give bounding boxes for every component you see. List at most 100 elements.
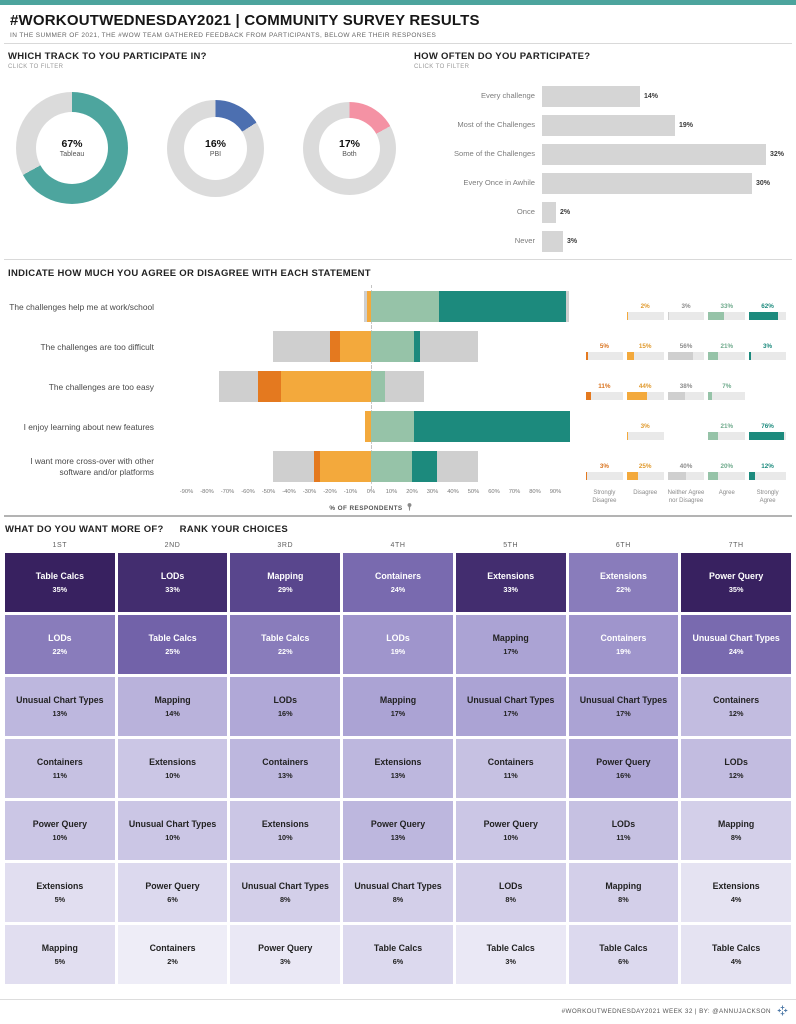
rank-item-value: 6% xyxy=(167,894,178,904)
likert-segment-neither-agree-nor-disagree[interactable] xyxy=(272,331,330,362)
rank-cell-6th-containers[interactable]: Containers 19% xyxy=(568,615,679,674)
rank-cell-7th-power-query[interactable]: Power Query 35% xyxy=(681,553,791,612)
rank-cell-3rd-mapping[interactable]: Mapping 29% xyxy=(230,553,341,612)
rank-cell-5th-extensions[interactable]: Extensions 33% xyxy=(455,553,566,612)
likert-segment-disagree[interactable] xyxy=(366,291,371,322)
likert-segment-disagree[interactable] xyxy=(340,331,371,362)
likert-segment-neither-agree-nor-disagree[interactable] xyxy=(363,291,367,322)
rank-cell-4th-lods[interactable]: LODs 19% xyxy=(343,615,453,674)
rank-cell-6th-extensions[interactable]: Extensions 22% xyxy=(568,553,679,612)
likert-segment-neither-agree-nor-disagree[interactable] xyxy=(219,371,259,402)
frequency-bar-once[interactable] xyxy=(542,202,556,223)
rank-cell-7th-lods[interactable]: LODs 12% xyxy=(681,739,791,798)
likert-segment-agree[interactable] xyxy=(371,451,412,482)
frequency-category-label: Once xyxy=(516,207,535,217)
rank-cell-1st-containers[interactable]: Containers 11% xyxy=(5,739,115,798)
rank-cell-5th-unusual-chart-types[interactable]: Unusual Chart Types 17% xyxy=(455,677,566,736)
rank-cell-3rd-unusual-chart-types[interactable]: Unusual Chart Types 8% xyxy=(230,863,341,922)
mini-bar xyxy=(749,312,778,320)
rank-cell-2nd-extensions[interactable]: Extensions 10% xyxy=(117,739,228,798)
rank-cell-3rd-containers[interactable]: Containers 13% xyxy=(230,739,341,798)
rank-cell-3rd-table-calcs[interactable]: Table Calcs 22% xyxy=(230,615,341,674)
rank-cell-1st-extensions[interactable]: Extensions 5% xyxy=(5,863,115,922)
rank-item-label: Containers xyxy=(600,633,647,644)
donut-tableau[interactable]: 67% Tableau xyxy=(16,92,128,204)
mini-cell-neither-agree-nor-disagree xyxy=(666,407,707,447)
likert-segment-agree[interactable] xyxy=(371,291,439,322)
likert-segment-strongly-agree[interactable] xyxy=(414,331,421,362)
rank-cell-3rd-power-query[interactable]: Power Query 3% xyxy=(230,925,341,984)
rank-cell-6th-table-calcs[interactable]: Table Calcs 6% xyxy=(568,925,679,984)
rank-cell-7th-table-calcs[interactable]: Table Calcs 4% xyxy=(681,925,791,984)
rank-item-value: 8% xyxy=(280,894,291,904)
likert-segment-neither-agree-nor-disagree[interactable] xyxy=(272,451,314,482)
rank-cell-5th-table-calcs[interactable]: Table Calcs 3% xyxy=(455,925,566,984)
rank-cell-3rd-lods[interactable]: LODs 16% xyxy=(230,677,341,736)
mini-value-label xyxy=(668,423,705,430)
frequency-bar-every-challenge[interactable] xyxy=(542,86,640,107)
rank-cell-7th-extensions[interactable]: Extensions 4% xyxy=(681,863,791,922)
mini-bar xyxy=(586,352,589,360)
rank-cell-3rd-extensions[interactable]: Extensions 10% xyxy=(230,801,341,860)
likert-segment-neither-agree-nor-disagree[interactable] xyxy=(436,451,478,482)
rank-item-label: Table Calcs xyxy=(712,943,761,954)
rank-cell-1st-unusual-chart-types[interactable]: Unusual Chart Types 13% xyxy=(5,677,115,736)
likert-segment-disagree[interactable] xyxy=(280,371,371,402)
rank-cell-2nd-unusual-chart-types[interactable]: Unusual Chart Types 10% xyxy=(117,801,228,860)
frequency-bar-every-once-in-awhile[interactable] xyxy=(542,173,752,194)
donut-pbi[interactable]: 16% PBI xyxy=(167,99,264,197)
frequency-bar-never[interactable] xyxy=(542,231,563,252)
likert-segment-neither-agree-nor-disagree[interactable] xyxy=(565,291,569,322)
frequency-value-label: 14% xyxy=(644,93,659,100)
rank-cell-5th-lods[interactable]: LODs 8% xyxy=(455,863,566,922)
rank-cell-4th-table-calcs[interactable]: Table Calcs 6% xyxy=(343,925,453,984)
rank-cell-6th-mapping[interactable]: Mapping 8% xyxy=(568,863,679,922)
frequency-bar-some-of-the-challenges[interactable] xyxy=(542,144,766,165)
rank-cell-4th-containers[interactable]: Containers 24% xyxy=(343,553,453,612)
rank-cell-1st-mapping[interactable]: Mapping 5% xyxy=(5,925,115,984)
rank-cell-4th-mapping[interactable]: Mapping 17% xyxy=(343,677,453,736)
donut-both[interactable]: 17% Both xyxy=(303,101,396,195)
likert-segment-agree[interactable] xyxy=(371,371,386,402)
rank-cell-6th-unusual-chart-types[interactable]: Unusual Chart Types 17% xyxy=(568,677,679,736)
likert-segment-agree[interactable] xyxy=(371,411,415,442)
likert-segment-strongly-disagree[interactable] xyxy=(313,451,320,482)
rank-cell-7th-unusual-chart-types[interactable]: Unusual Chart Types 24% xyxy=(681,615,791,674)
rank-cell-4th-unusual-chart-types[interactable]: Unusual Chart Types 8% xyxy=(343,863,453,922)
rank-item-label: Mapping xyxy=(267,571,304,582)
likert-segment-strongly-disagree[interactable] xyxy=(330,331,341,362)
pin-icon xyxy=(406,503,413,513)
rank-cell-2nd-table-calcs[interactable]: Table Calcs 25% xyxy=(117,615,228,674)
rank-cell-4th-power-query[interactable]: Power Query 13% xyxy=(343,801,453,860)
likert-segment-strongly-disagree[interactable] xyxy=(258,371,281,402)
rank-cell-4th-extensions[interactable]: Extensions 13% xyxy=(343,739,453,798)
rank-cell-2nd-containers[interactable]: Containers 2% xyxy=(117,925,228,984)
rank-cell-7th-mapping[interactable]: Mapping 8% xyxy=(681,801,791,860)
rank-cell-5th-containers[interactable]: Containers 11% xyxy=(455,739,566,798)
rank-cell-2nd-lods[interactable]: LODs 33% xyxy=(117,553,228,612)
rank-cell-7th-containers[interactable]: Containers 12% xyxy=(681,677,791,736)
likert-segment-disagree[interactable] xyxy=(364,411,371,442)
rank-cell-6th-lods[interactable]: LODs 11% xyxy=(568,801,679,860)
likert-segment-agree[interactable] xyxy=(371,331,415,362)
donut-value: 16% xyxy=(204,138,226,150)
rank-cell-6th-power-query[interactable]: Power Query 16% xyxy=(568,739,679,798)
rank-cell-1st-lods[interactable]: LODs 22% xyxy=(5,615,115,674)
rank-item-label: LODs xyxy=(386,633,410,644)
likert-segment-strongly-agree[interactable] xyxy=(438,291,566,322)
rank-cell-2nd-mapping[interactable]: Mapping 14% xyxy=(117,677,228,736)
rank-cell-5th-power-query[interactable]: Power Query 10% xyxy=(455,801,566,860)
rank-cell-1st-power-query[interactable]: Power Query 10% xyxy=(5,801,115,860)
likert-segment-strongly-agree[interactable] xyxy=(414,411,570,442)
likert-segment-neither-agree-nor-disagree[interactable] xyxy=(385,371,425,402)
likert-segment-disagree[interactable] xyxy=(319,451,371,482)
likert-segment-neither-agree-nor-disagree[interactable] xyxy=(420,331,478,362)
rank-cell-1st-table-calcs[interactable]: Table Calcs 35% xyxy=(5,553,115,612)
axis-tick-label: -30% xyxy=(302,489,317,495)
rank-cell-2nd-power-query[interactable]: Power Query 6% xyxy=(117,863,228,922)
likert-segment-strongly-agree[interactable] xyxy=(412,451,437,482)
rank-cell-5th-mapping[interactable]: Mapping 17% xyxy=(455,615,566,674)
frequency-bar-most-of-the-challenges[interactable] xyxy=(542,115,675,136)
axis-tick-label: 0% xyxy=(366,489,376,495)
rank-item-value: 29% xyxy=(277,584,293,594)
